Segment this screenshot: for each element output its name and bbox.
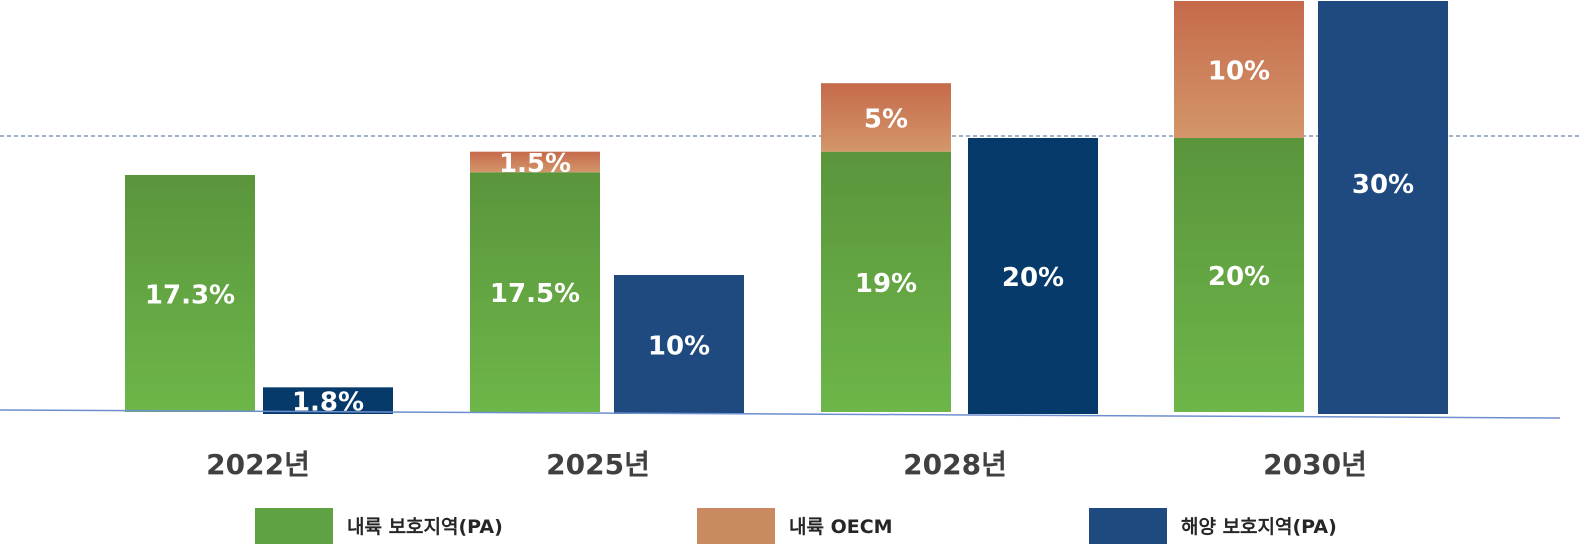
bar-value-label: 1.8% bbox=[292, 388, 364, 418]
baseline bbox=[0, 409, 1561, 419]
bar-value-label: 17.3% bbox=[145, 280, 235, 310]
bar-value-label: 1.5% bbox=[499, 149, 571, 179]
legend-swatch bbox=[255, 508, 333, 544]
bar-value-label: 19% bbox=[855, 269, 917, 299]
bar-value-label: 10% bbox=[1208, 57, 1270, 87]
bar-value-label: 5% bbox=[864, 104, 908, 134]
bar-land-oecm bbox=[821, 83, 951, 152]
bar-value-label: 17.5% bbox=[490, 279, 580, 309]
legend-swatch bbox=[1089, 508, 1167, 544]
category-labels: 2022년 2025년 2028년 2030년 bbox=[206, 448, 1367, 481]
bars: 17.3% 1.8% 17.5% 1.5% 10% 19% 5% 20% 20% 10% 30% bbox=[125, 1, 1448, 418]
legend: 내륙 보호지역(PA) 내륙 OECM 해양 보호지역(PA) bbox=[255, 508, 1337, 544]
bar-land-pa bbox=[125, 174, 255, 412]
bar-value-label: 20% bbox=[1002, 263, 1064, 293]
legend-label: 해양 보호지역(PA) bbox=[1181, 516, 1337, 538]
legend-swatch bbox=[697, 508, 775, 544]
bar-marine-pa bbox=[614, 275, 744, 414]
bar-land-oecm bbox=[1174, 1, 1304, 138]
bar-value-label: 10% bbox=[648, 332, 710, 362]
bar-marine-pa bbox=[1318, 1, 1448, 414]
legend-label: 내륙 OECM bbox=[789, 516, 893, 538]
legend-label: 내륙 보호지역(PA) bbox=[347, 516, 503, 538]
category-label: 2022년 bbox=[206, 448, 310, 481]
bar-land-oecm bbox=[470, 151, 600, 173]
bar-land-pa bbox=[1174, 138, 1304, 412]
bar-value-label: 20% bbox=[1208, 262, 1270, 292]
bar-value-label: 30% bbox=[1352, 170, 1414, 200]
bar-marine-pa bbox=[968, 138, 1098, 414]
bar-marine-pa bbox=[263, 387, 393, 414]
category-label: 2030년 bbox=[1263, 448, 1367, 481]
category-label: 2025년 bbox=[546, 448, 650, 481]
bar-land-pa bbox=[821, 151, 951, 412]
category-label: 2028년 bbox=[903, 448, 1007, 481]
bar-land-pa bbox=[470, 172, 600, 412]
